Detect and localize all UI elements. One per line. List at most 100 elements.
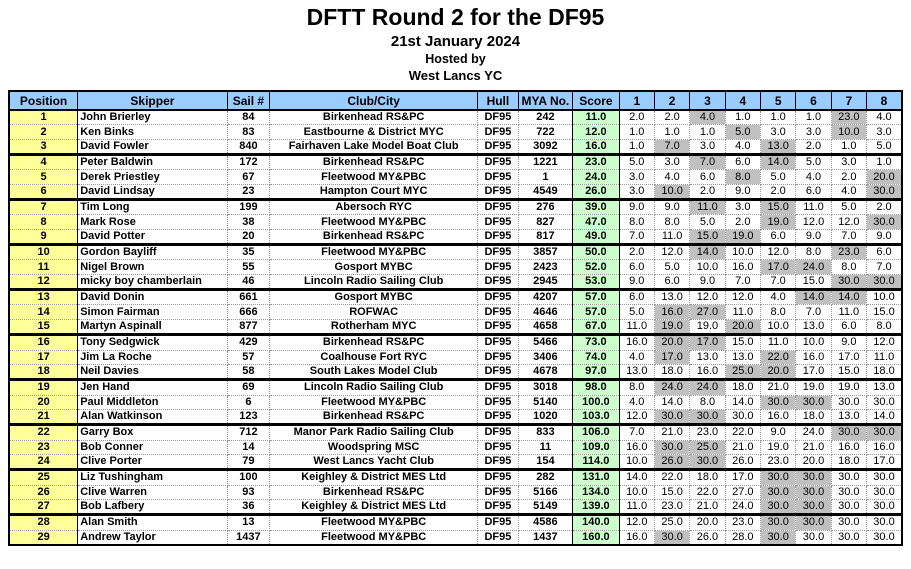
race-score-cell: 6.0 xyxy=(618,259,655,275)
club-cell: Birkenhead RS&PC xyxy=(269,228,479,247)
race-score-cell: 3.0 xyxy=(795,124,832,140)
mya-number-cell: 1437 xyxy=(517,529,574,546)
score-cell: 24.0 xyxy=(572,169,620,185)
race-score-discard-cell: 30.0 xyxy=(759,529,797,546)
race-score-cell: 13.0 xyxy=(724,349,761,365)
skipper-cell: micky boy chamberlain xyxy=(77,273,228,292)
race-score-cell: 12.0 xyxy=(830,214,868,230)
result-row: 9 David Potter 20 Birkenhead RS&PC DF95 817 49… xyxy=(8,228,903,247)
race-score-cell: 5.0 xyxy=(866,138,903,157)
race-score-cell: 10.0 xyxy=(866,289,903,306)
skipper-cell: Tony Sedgwick xyxy=(77,334,228,351)
hull-cell: DF95 xyxy=(477,379,519,396)
race-score-cell: 7.0 xyxy=(795,304,832,320)
race-score-cell: 16.0 xyxy=(795,349,832,365)
race-score-cell: 5.0 xyxy=(759,169,797,185)
race-score-cell: 18.0 xyxy=(795,408,832,427)
result-row: 11 Nigel Brown 55 Gosport MYBC DF95 2423 52.0 6… xyxy=(8,259,903,275)
mya-number-cell: 827 xyxy=(517,214,574,230)
position-cell: 5 xyxy=(8,169,79,185)
sail-number-cell: 79 xyxy=(226,453,271,472)
race-score-cell: 4.0 xyxy=(795,169,832,185)
race-score-cell: 7.0 xyxy=(618,424,655,441)
skipper-cell: Clive Warren xyxy=(77,484,228,500)
skipper-cell: Liz Tushingham xyxy=(77,469,228,486)
mya-number-cell: 2945 xyxy=(517,273,574,292)
result-row: 16 Tony Sedgwick 429 Birkenhead RS&PC DF95 54… xyxy=(8,334,903,351)
race-score-cell: 25.0 xyxy=(653,514,691,531)
race-score-cell: 3.0 xyxy=(653,154,691,171)
club-cell: Hampton Court MYC xyxy=(269,183,479,202)
hull-cell: DF95 xyxy=(477,183,519,202)
race-score-discard-cell: 30.0 xyxy=(866,424,903,441)
race-score-discard-cell: 30.0 xyxy=(830,424,868,441)
race-score-cell: 12.0 xyxy=(689,289,726,306)
race-score-cell: 17.0 xyxy=(830,349,868,365)
race-score-cell: 10.0 xyxy=(724,244,761,261)
race-score-discard-cell: 15.0 xyxy=(759,199,797,216)
result-row: 24 Clive Porter 79 West Lancs Yacht Club DF9… xyxy=(8,453,903,472)
table-header-row: Position Skipper Sail # Club/City Hull MYA No… xyxy=(8,90,903,111)
race-score-discard-cell: 30.0 xyxy=(759,514,797,531)
race-score-cell: 24.0 xyxy=(795,424,832,441)
score-cell: 47.0 xyxy=(572,214,620,230)
race-score-cell: 11.0 xyxy=(795,199,832,216)
position-cell: 11 xyxy=(8,259,79,275)
club-cell: Gosport MYBC xyxy=(269,289,479,306)
race-score-cell: 15.0 xyxy=(830,363,868,382)
sail-number-cell: 6 xyxy=(226,394,271,410)
sail-number-cell: 38 xyxy=(226,214,271,230)
race-score-cell: 9.0 xyxy=(618,273,655,292)
race-score-cell: 3.0 xyxy=(830,154,868,171)
race-score-cell: 22.0 xyxy=(689,484,726,500)
hull-cell: DF95 xyxy=(477,408,519,427)
sail-number-cell: 69 xyxy=(226,379,271,396)
race-score-cell: 18.0 xyxy=(830,453,868,472)
skipper-cell: David Fowler xyxy=(77,138,228,157)
hull-cell: DF95 xyxy=(477,169,519,185)
race-score-cell: 2.0 xyxy=(759,183,797,202)
race-score-cell: 8.0 xyxy=(830,259,868,275)
position-cell: 15 xyxy=(8,318,79,337)
race-score-cell: 2.0 xyxy=(866,199,903,216)
club-cell: Abersoch RYC xyxy=(269,199,479,216)
race-score-cell: 30.0 xyxy=(866,529,903,546)
club-cell: Fleetwood MY&PBC xyxy=(269,514,479,531)
mya-number-cell: 4549 xyxy=(517,183,574,202)
column-header-sail: Sail # xyxy=(226,90,271,111)
position-cell: 17 xyxy=(8,349,79,365)
mya-number-cell: 5149 xyxy=(517,498,574,517)
score-cell: 114.0 xyxy=(572,453,620,472)
club-cell: Gosport MYBC xyxy=(269,259,479,275)
race-score-cell: 4.0 xyxy=(724,138,761,157)
race-score-cell: 6.0 xyxy=(830,318,868,337)
race-score-discard-cell: 20.0 xyxy=(759,363,797,382)
race-score-cell: 22.0 xyxy=(653,469,691,486)
mya-number-cell: 5466 xyxy=(517,334,574,351)
mya-number-cell: 276 xyxy=(517,199,574,216)
club-cell: Lincoln Radio Sailing Club xyxy=(269,273,479,292)
race-score-cell: 8.0 xyxy=(759,304,797,320)
race-score-cell: 11.0 xyxy=(830,304,868,320)
race-score-cell: 9.0 xyxy=(759,424,797,441)
race-score-cell: 13.0 xyxy=(689,349,726,365)
race-score-cell: 6.0 xyxy=(618,289,655,306)
race-score-cell: 15.0 xyxy=(653,484,691,500)
mya-number-cell: 1221 xyxy=(517,154,574,171)
mya-number-cell: 1020 xyxy=(517,408,574,427)
result-row: 26 Clive Warren 93 Birkenhead RS&PC DF95 5166… xyxy=(8,484,903,500)
score-cell: 140.0 xyxy=(572,514,620,531)
position-cell: 21 xyxy=(8,408,79,427)
race-score-discard-cell: 26.0 xyxy=(653,453,691,472)
race-score-discard-cell: 30.0 xyxy=(653,439,691,455)
skipper-cell: Alan Watkinson xyxy=(77,408,228,427)
race-score-cell: 11.0 xyxy=(653,228,691,247)
skipper-cell: Neil Davies xyxy=(77,363,228,382)
result-row: 13 David Donin 661 Gosport MYBC DF95 4207 57.0… xyxy=(8,289,903,306)
column-header-club-city: Club/City xyxy=(269,90,479,111)
race-score-cell: 8.0 xyxy=(866,318,903,337)
score-cell: 160.0 xyxy=(572,529,620,546)
race-score-cell: 21.0 xyxy=(689,498,726,517)
position-cell: 8 xyxy=(8,214,79,230)
position-cell: 12 xyxy=(8,273,79,292)
